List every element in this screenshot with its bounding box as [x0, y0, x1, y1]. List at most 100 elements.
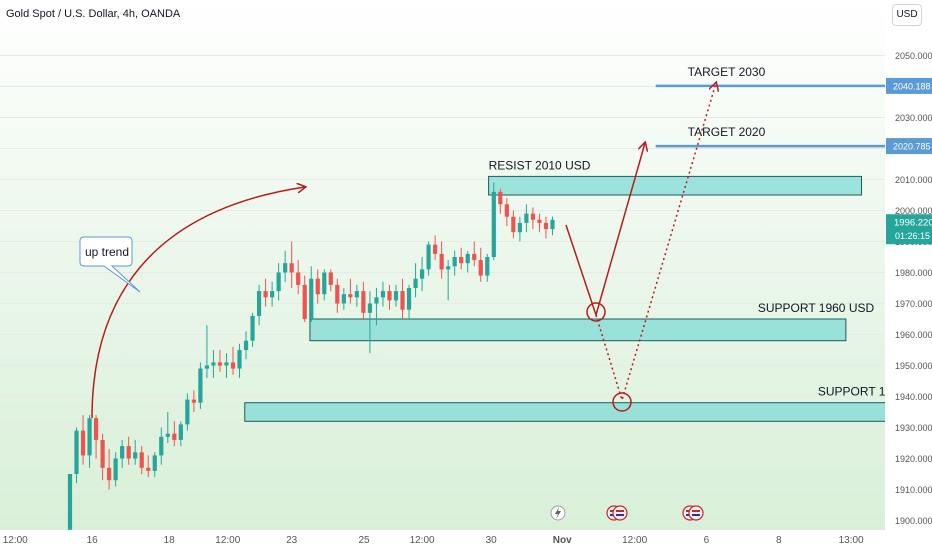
currency-button[interactable]: USD [892, 4, 922, 26]
candle-body [511, 216, 516, 233]
candle-body [139, 452, 144, 468]
candle-body [322, 272, 327, 295]
candle-body [289, 263, 294, 273]
time-tick-label: 12:00 [215, 535, 240, 546]
candle-body [459, 257, 464, 264]
price-tick-label: 1980.000 [895, 268, 932, 278]
time-axis[interactable]: 12:00 16 18 12:00 23 25 12:00 30 Nov 12:00 6 8 13:00 [0, 505, 932, 550]
flag-icon[interactable] [688, 505, 704, 521]
highlight-circle [586, 302, 606, 322]
candle-body [433, 244, 438, 254]
price-tick-label: 2000.000 [895, 206, 932, 216]
countdown-label: 01:26:15 [895, 231, 930, 241]
flag-stripe [692, 514, 700, 516]
candle-body [387, 291, 392, 301]
candle-body [296, 272, 301, 285]
candle-body [256, 291, 262, 316]
candle-body [217, 362, 223, 366]
time-tick-label: 30 [486, 535, 498, 546]
candle-body [328, 272, 333, 285]
candle-body [400, 291, 405, 310]
time-tick-label: 25 [358, 535, 370, 546]
time-tick-label: 12:00 [3, 535, 28, 546]
target-price-label: 2020.785 [893, 142, 931, 152]
candle-body [107, 467, 112, 481]
candle-body [211, 362, 216, 366]
candle-body [393, 291, 399, 301]
time-tick-label: Nov [553, 535, 572, 546]
flag-stripe [616, 514, 624, 516]
candle-body [283, 263, 288, 273]
candle-body [504, 204, 509, 217]
up-trend-arrow [91, 187, 305, 419]
candle-body [126, 446, 131, 459]
candle-body [426, 244, 431, 270]
grid [0, 55, 885, 521]
candle-body [191, 399, 196, 403]
time-tick-label: 12:00 [622, 535, 647, 546]
candle-body [367, 303, 373, 313]
zone-label: SUPPORT 1960 USD [758, 301, 875, 315]
candle-body [185, 399, 190, 425]
candle-body [380, 291, 386, 298]
candle-body [374, 297, 379, 304]
candle-body [250, 315, 255, 341]
candle-body [224, 362, 229, 366]
candle-body [465, 253, 470, 264]
target-label: TARGET 2020 [688, 125, 766, 139]
flag-icon[interactable] [612, 505, 628, 521]
zone-box [309, 318, 847, 342]
price-tick-label: 2010.000 [895, 175, 932, 185]
candle-body [550, 219, 555, 230]
candle-body [413, 278, 418, 288]
candles-layer [67, 182, 555, 530]
candle-body [530, 213, 536, 220]
callout-text: up trend [85, 245, 129, 259]
price-tick-label: 1930.000 [895, 423, 932, 433]
time-tick-label: 13:00 [839, 535, 864, 546]
candle-body [315, 278, 320, 295]
price-tick-label: 1970.000 [895, 299, 932, 309]
candle-body [230, 362, 236, 369]
candle-body [67, 474, 73, 530]
candle-body [406, 288, 412, 310]
candle-body [335, 284, 340, 304]
highlight-circle [612, 392, 632, 412]
time-tick-label: 23 [286, 535, 298, 546]
candle-body [361, 291, 366, 313]
target-price-tag [886, 77, 932, 94]
price-tick-label: 1940.000 [895, 392, 932, 402]
flag-stripe [616, 510, 624, 512]
candle-body [172, 433, 177, 440]
candle-body [524, 213, 529, 223]
zone-box [244, 402, 907, 422]
candle-body [178, 424, 183, 440]
candle-body [152, 455, 157, 471]
candle-body [80, 430, 86, 456]
candle-body [472, 253, 477, 261]
candle-body [87, 418, 92, 456]
candle-body [198, 368, 203, 403]
price-tick-label: 2030.000 [895, 113, 932, 123]
candle-body [354, 291, 359, 298]
time-tick-label: 16 [87, 535, 99, 546]
candle-body [204, 365, 210, 369]
price-tick-label: 1910.000 [895, 485, 932, 495]
time-tick-label: 8 [776, 535, 782, 546]
candle-body [491, 191, 496, 257]
price-axis[interactable]: 1900.000 1910.000 1920.000 1930.000 1940.000… [885, 0, 932, 530]
candle-body [348, 294, 353, 298]
candle-body [302, 284, 307, 319]
candle-body [341, 294, 346, 304]
candle-body [133, 452, 138, 459]
candle-body [263, 291, 268, 298]
time-axis-background [0, 530, 932, 550]
candle-body [419, 269, 425, 279]
price-tick-label: 1900.000 [895, 516, 932, 526]
zone-box [488, 175, 863, 196]
target-price-label: 2040.188 [893, 81, 931, 91]
time-tick-label: 6 [704, 535, 710, 546]
target-price-tag [886, 138, 932, 155]
